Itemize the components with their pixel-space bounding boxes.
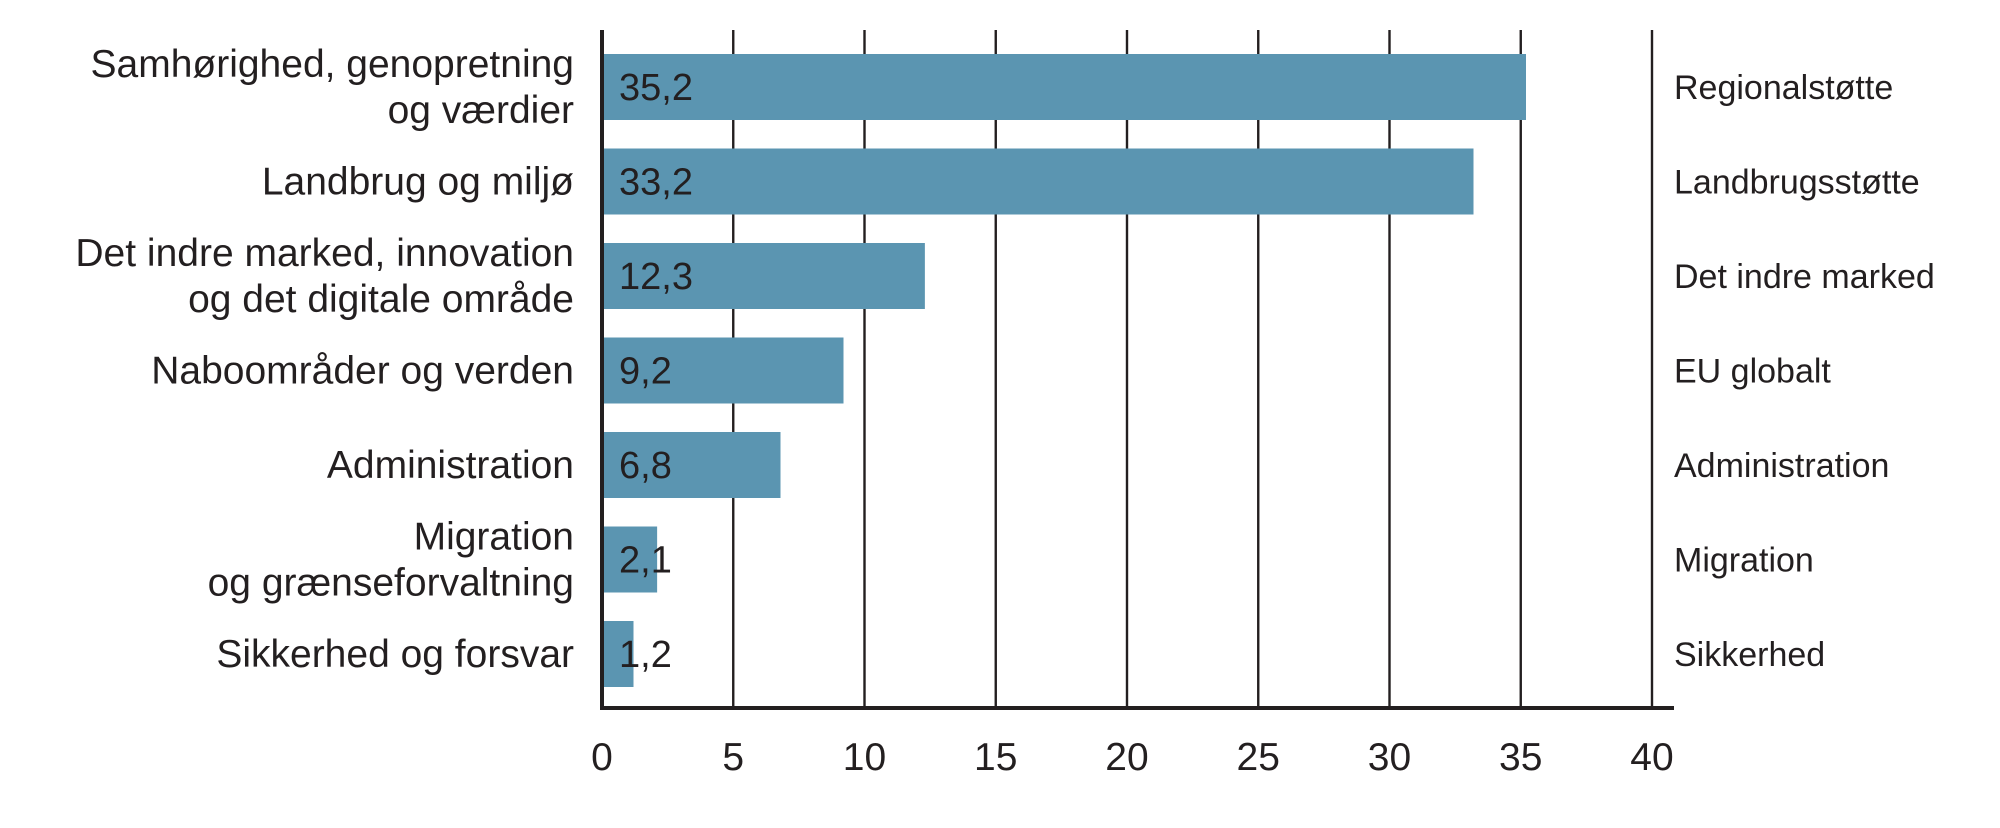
axes <box>600 30 1674 710</box>
bar-6 <box>602 621 634 687</box>
category-label-line: Administration <box>327 444 574 487</box>
value-label-2: 12,3 <box>619 256 693 298</box>
bar-0 <box>602 54 1526 120</box>
category-label-0: Samhørighed, genopretning og værdier <box>91 43 574 132</box>
x-tick-label-25: 25 <box>1237 736 1280 779</box>
value-label-4: 6,8 <box>619 445 672 487</box>
labels: 35,2 Samhørighed, genopretning og værdier R… <box>75 43 1934 779</box>
right-label-4: Administration <box>1674 447 1889 485</box>
x-tick-label-0: 0 <box>591 736 613 779</box>
category-label-2: Det indre marked, innovation og det digit… <box>75 232 574 321</box>
grid-lines <box>732 30 1654 708</box>
x-tick-label-20: 20 <box>1105 736 1148 779</box>
right-label-6: Sikkerhed <box>1674 636 1825 674</box>
category-label-line: Samhørighed, genopretning <box>91 43 574 86</box>
category-label-6: Sikkerhed og forsvar <box>216 633 574 676</box>
value-label-1: 33,2 <box>619 162 693 204</box>
right-label-0: Regionalstøtte <box>1674 69 1893 107</box>
category-label-line: Migration <box>414 516 574 559</box>
bar-3 <box>602 337 844 404</box>
right-label-5: Migration <box>1674 542 1814 580</box>
x-tick-label-30: 30 <box>1368 736 1411 779</box>
category-label-line: Naboområder og verden <box>151 350 574 393</box>
category-label-1: Landbrug og miljø <box>262 161 574 204</box>
right-label-3: EU globalt <box>1674 353 1831 391</box>
bar-1 <box>602 148 1474 215</box>
value-label-3: 9,2 <box>619 351 672 393</box>
category-label-line: Det indre marked, innovation <box>75 232 574 275</box>
bar-5 <box>602 526 658 593</box>
x-tick-label-10: 10 <box>843 736 886 779</box>
category-label-line: Sikkerhed og forsvar <box>216 633 574 676</box>
category-label-4: Administration <box>327 444 574 487</box>
category-label-line: og det digitale område <box>188 278 574 321</box>
value-label-0: 35,2 <box>619 67 693 109</box>
value-label-6: 1,2 <box>619 634 672 676</box>
bars <box>602 54 1526 687</box>
value-label-5: 2,1 <box>619 540 672 582</box>
right-label-2: Det indre marked <box>1674 258 1935 296</box>
x-tick-label-5: 5 <box>722 736 744 779</box>
x-tick-label-15: 15 <box>974 736 1017 779</box>
x-tick-label-35: 35 <box>1499 736 1542 779</box>
category-label-line: Landbrug og miljø <box>262 161 574 204</box>
bar-4 <box>602 432 781 498</box>
category-label-5: Migration og grænseforvaltning <box>208 516 574 605</box>
category-label-line: og værdier <box>388 89 574 132</box>
category-label-line: og grænseforvaltning <box>208 562 574 605</box>
category-label-3: Naboområder og verden <box>151 350 574 393</box>
x-tick-label-40: 40 <box>1630 736 1673 779</box>
bar-2 <box>602 243 925 309</box>
right-label-1: Landbrugsstøtte <box>1674 164 1920 202</box>
